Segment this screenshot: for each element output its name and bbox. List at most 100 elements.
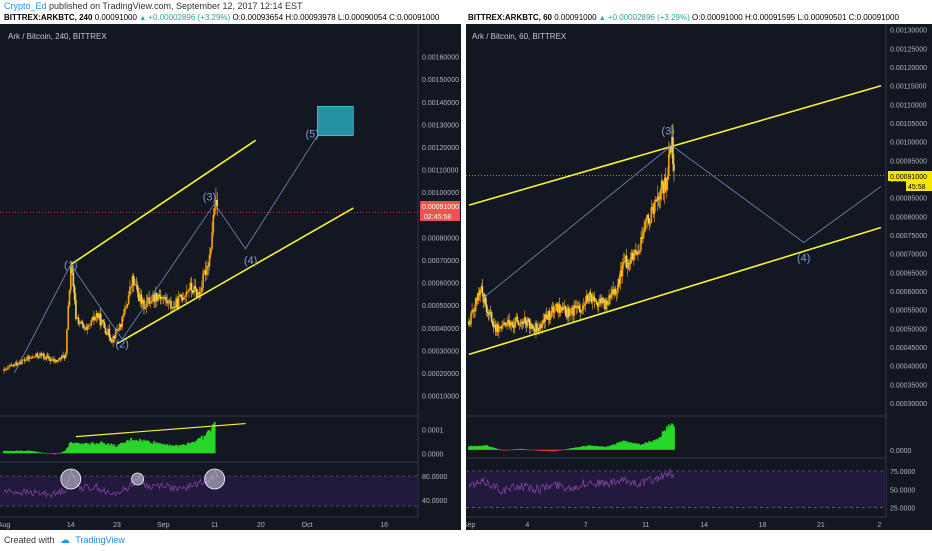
candle-body — [601, 297, 603, 304]
ticker-change: +0.00002896 (+3.29%) — [148, 13, 231, 22]
histogram-bar — [542, 449, 545, 451]
histogram-bar — [553, 449, 556, 452]
histogram-bar — [182, 444, 185, 454]
candle-body — [109, 337, 112, 341]
histogram-bar — [654, 439, 657, 450]
candle-body — [593, 297, 596, 302]
wave-label: (5) — [306, 128, 319, 140]
candle-body — [565, 306, 567, 316]
histogram-bar — [521, 449, 524, 450]
cloud-icon: ☁ — [60, 535, 71, 546]
histogram-bar — [161, 444, 163, 454]
candle-body — [523, 317, 526, 324]
histogram-bar — [123, 443, 126, 454]
histogram-bar — [641, 444, 643, 450]
candle-body — [668, 153, 670, 176]
candle-body — [212, 215, 215, 233]
candle-body — [105, 333, 108, 335]
histogram-bar — [620, 442, 623, 450]
histogram-bar — [490, 446, 493, 450]
ticker-open: O:0.00093654 — [232, 13, 284, 22]
histogram-bar — [200, 435, 203, 454]
y-tick-label: 0.00140000 — [422, 100, 459, 107]
histogram-bar — [136, 440, 139, 454]
histogram-bar — [631, 443, 634, 450]
histogram-bar — [597, 446, 600, 450]
histogram-bar — [162, 443, 165, 454]
candle-body — [60, 355, 63, 360]
candle-body — [651, 206, 654, 208]
elliott-wave-path — [482, 144, 882, 299]
candle-body — [84, 327, 86, 329]
candle-body — [648, 218, 651, 224]
candle-body — [660, 180, 663, 190]
chart-panel-left[interactable]: 0.00160000 0.00150000 0.00140000 0.00130000… — [0, 24, 461, 530]
candle-body — [143, 299, 145, 309]
histogram-bar — [544, 449, 547, 452]
candle-body — [521, 321, 524, 324]
histogram-bar — [673, 426, 675, 450]
chart-svg-right[interactable]: 0.00130000 0.00125000 0.00120000 0.00115000… — [466, 24, 932, 530]
candle-body — [572, 307, 574, 316]
candle-body — [202, 273, 204, 288]
histogram-bar — [509, 449, 512, 451]
histogram-bar — [49, 453, 52, 454]
candle-body — [623, 261, 626, 263]
candle-body — [149, 302, 152, 304]
histogram-bar — [522, 449, 525, 450]
candle-body — [129, 286, 131, 296]
candle-body — [44, 357, 46, 360]
candle-body — [489, 312, 492, 313]
candle-body — [162, 297, 165, 299]
rsi-highlight-circle — [131, 472, 144, 486]
histogram-bar — [159, 443, 162, 454]
candle-body — [132, 275, 135, 285]
chart-svg-left[interactable]: 0.00160000 0.00150000 0.00140000 0.00130000… — [0, 24, 461, 530]
histogram-bar — [559, 449, 562, 451]
y-tick-label: 0.00040000 — [890, 364, 927, 371]
histogram-bar — [615, 444, 618, 450]
y-tick-label: 0.00010000 — [422, 394, 459, 401]
candle-body — [533, 328, 535, 330]
chart-panel-right[interactable]: 0.00130000 0.00125000 0.00120000 0.00115000… — [466, 24, 932, 530]
candle-body — [512, 324, 515, 329]
histogram-bar — [193, 442, 195, 454]
candle-body — [477, 292, 480, 301]
y-tick-label: 0.00040000 — [422, 326, 459, 333]
histogram-bar — [181, 444, 184, 454]
candle-body — [209, 248, 212, 255]
tradingview-link[interactable]: TradingView — [75, 535, 125, 545]
candle-body — [527, 319, 530, 322]
histogram-bar — [73, 443, 76, 454]
candle-body — [16, 362, 18, 366]
histogram-bar — [531, 449, 534, 451]
candle-body — [473, 311, 475, 312]
wave-label: (2) — [115, 339, 128, 351]
histogram-bar — [629, 442, 632, 450]
histogram-bar — [30, 450, 32, 454]
histogram-bar — [59, 452, 62, 454]
candle-body — [94, 317, 96, 321]
candle-body — [633, 255, 635, 260]
candle-body — [180, 294, 183, 298]
candle-body — [474, 304, 476, 312]
histogram-bar — [628, 442, 631, 450]
histogram-bar — [146, 440, 149, 454]
candle-body — [650, 207, 653, 223]
ticker-price: 0.00091000 — [554, 13, 597, 22]
candle-body — [153, 294, 156, 302]
author-link[interactable]: Crypto_Ed — [4, 1, 47, 11]
histogram-bar — [585, 446, 588, 450]
histogram-bar — [77, 443, 80, 454]
histogram-bar — [101, 443, 104, 454]
histogram-bar — [665, 426, 668, 450]
candle-body — [506, 322, 508, 326]
candle-body — [505, 324, 507, 326]
histogram-bar — [60, 452, 63, 454]
candle-body — [113, 336, 116, 339]
candle-body — [547, 311, 550, 320]
histogram-bar — [568, 448, 570, 450]
candle-body — [76, 317, 79, 319]
candle-body — [500, 327, 502, 329]
candle-body — [546, 315, 549, 320]
